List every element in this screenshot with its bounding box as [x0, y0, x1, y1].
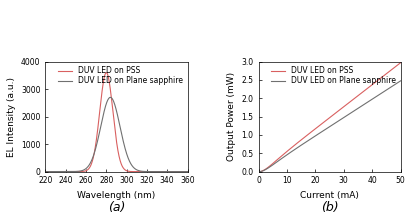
DUV LED on Plane sapphire — [185, 170, 190, 173]
Line: DUV LED on PSS: DUV LED on PSS — [45, 73, 188, 172]
DUV LED on Plane sapphire — [333, 122, 338, 124]
Text: (b): (b) — [321, 201, 338, 214]
DUV LED on Plane sapphire — [323, 128, 328, 130]
DUV LED on PSS — [50, 170, 55, 173]
DUV LED on Plane sapphire — [108, 96, 113, 99]
DUV LED on Plane sapphire — [373, 96, 377, 99]
DUV LED on PSS — [395, 64, 400, 67]
DUV LED on PSS — [373, 81, 377, 84]
Legend: DUV LED on PSS, DUV LED on Plane sapphire: DUV LED on PSS, DUV LED on Plane sapphir… — [271, 65, 397, 86]
DUV LED on Plane sapphire — [341, 117, 346, 119]
DUV LED on Plane sapphire — [256, 170, 261, 173]
DUV LED on PSS — [181, 170, 186, 173]
DUV LED on Plane sapphire — [50, 170, 55, 173]
Line: DUV LED on Plane sapphire: DUV LED on Plane sapphire — [45, 97, 188, 172]
DUV LED on PSS — [112, 125, 117, 128]
DUV LED on PSS — [341, 106, 346, 108]
DUV LED on PSS — [181, 170, 186, 173]
Legend: DUV LED on PSS, DUV LED on Plane sapphire: DUV LED on PSS, DUV LED on Plane sapphir… — [57, 65, 184, 86]
DUV LED on Plane sapphire — [398, 80, 403, 82]
DUV LED on PSS — [43, 170, 48, 173]
DUV LED on Plane sapphire — [43, 170, 48, 173]
DUV LED on PSS — [398, 61, 403, 64]
DUV LED on Plane sapphire — [108, 96, 113, 99]
DUV LED on Plane sapphire — [112, 103, 117, 105]
Line: DUV LED on PSS: DUV LED on PSS — [259, 63, 401, 172]
DUV LED on PSS — [108, 92, 113, 94]
DUV LED on PSS — [324, 119, 329, 121]
DUV LED on Plane sapphire — [395, 82, 400, 84]
X-axis label: Wavelength (nm): Wavelength (nm) — [77, 191, 156, 200]
Text: (a): (a) — [108, 201, 125, 214]
Y-axis label: EL Intensity (a.u.): EL Intensity (a.u.) — [7, 77, 16, 157]
DUV LED on PSS — [333, 112, 338, 114]
DUV LED on Plane sapphire — [155, 170, 160, 173]
X-axis label: Current (mA): Current (mA) — [300, 191, 359, 200]
DUV LED on Plane sapphire — [324, 127, 329, 130]
DUV LED on Plane sapphire — [181, 170, 186, 173]
DUV LED on PSS — [104, 71, 109, 74]
Y-axis label: Output Power (mW): Output Power (mW) — [227, 72, 236, 161]
DUV LED on PSS — [323, 119, 328, 122]
Line: DUV LED on Plane sapphire: DUV LED on Plane sapphire — [259, 81, 401, 172]
DUV LED on Plane sapphire — [181, 170, 186, 173]
DUV LED on PSS — [256, 170, 261, 173]
DUV LED on PSS — [155, 170, 160, 173]
DUV LED on PSS — [185, 170, 190, 173]
